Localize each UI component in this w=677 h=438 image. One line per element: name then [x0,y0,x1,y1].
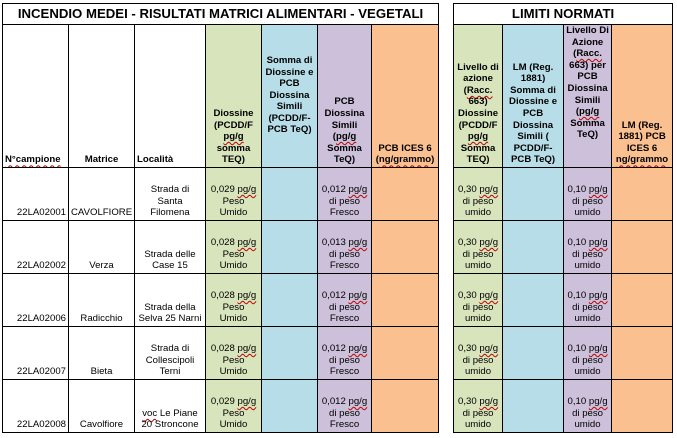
cell-pcb-ices [370,326,440,380]
cell-somma [261,167,318,221]
cell-lim-diossine: 0,30 pg/g di peso umido [453,273,504,327]
gap-cell [438,379,455,433]
cell-lim-pcb-dl: 0,10 pg/g di peso umido [563,167,613,221]
gap-cell [438,167,455,221]
cell-lim-diossine: 0,30 pg/g di peso umido [453,220,504,274]
cell-localita: Strada di Collescipoli Terni [134,326,206,380]
cell-localita: Strada delle Case 15 [134,220,206,274]
header-lim-somma: LM (Reg. 1881) Somma di Diossine e PCB D… [502,24,565,168]
cell-somma [261,273,318,327]
header-matrice: Matrice [68,24,135,168]
table-row: 22LA02002 Verza Strada delle Case 15 0,028 … [2,220,674,274]
cell-matrice: Cavolfiore [68,379,135,433]
cell-lim-ices [611,220,674,274]
cell-campione: 22LA02006 [2,273,69,327]
cell-pcb-dl: 0,012 pg/g di peso Fresco [317,167,372,221]
cell-diossine: 0,028 pg/g Peso Umido [205,273,262,327]
cell-diossine: 0,028 pg/g Peso Umido [205,220,262,274]
gap-cell [438,3,455,25]
cell-matrice: Verza [68,220,135,274]
cell-lim-somma [502,273,565,327]
gap-cell [438,326,455,380]
header-pcb-dl: PCB Diossina Simili (pg/g Somma TeQ) [317,24,372,168]
cell-campione: 22LA02001 [2,167,69,221]
header-pcb-ices: PCB ICES 6 (ng/grammo) [370,24,440,168]
cell-lim-somma [502,167,565,221]
header-lim-diossine: Livello di azione (Racc. 663) Diossine (… [453,24,504,168]
cell-lim-diossine: 0,30 pg/g di peso umido [453,379,504,433]
header-localita: Località [134,24,206,168]
header-campione: N°campione [2,24,69,168]
cell-pcb-ices [370,167,440,221]
cell-lim-ices [611,379,674,433]
cell-lim-somma [502,220,565,274]
cell-lim-somma [502,326,565,380]
results-table: INCENDIO MEDEI - RISULTATI MATRICI ALIME… [1,3,674,433]
table-row: 22LA02006 Radicchio Strada della Selva 25 … [2,273,674,327]
cell-pcb-dl: 0,012 pg/g di peso Fresco [317,273,372,327]
header-diossine: Diossine (PCDD/F pg/g somma TEQ) [205,24,262,168]
cell-lim-diossine: 0,30 pg/g di peso umido [453,326,504,380]
header-lim-ices: LM (Reg. 1881) PCB ICES 6 ng/grammo [611,24,674,168]
cell-diossine: 0,029 pg/g Peso Umido [205,167,262,221]
cell-lim-ices [611,326,674,380]
table-row: 22LA02007 Bieta Strada di Collescipoli Ter… [2,326,674,380]
cell-localita: Strada di Santa Filomena [134,167,206,221]
cell-lim-diossine: 0,30 pg/g di peso umido [453,167,504,221]
cell-matrice: Radicchio [68,273,135,327]
cell-campione: 22LA02002 [2,220,69,274]
gap-cell [438,24,455,168]
cell-lim-pcb-dl: 0,10 pg/g di peso umido [563,326,613,380]
cell-somma [261,326,318,380]
cell-lim-pcb-dl: 0,10 pg/g di peso umido [563,220,613,274]
cell-diossine: 0,029 pg/g Peso Umido [205,379,262,433]
cell-matrice: CAVOLFIORE [68,167,135,221]
cell-pcb-dl: 0,012 pg/g di peso Fresco [317,326,372,380]
main-title: INCENDIO MEDEI - RISULTATI MATRICI ALIME… [1,3,440,25]
header-row: N°campione Matrice Località Diossine (PC… [2,24,674,168]
limits-title: LIMITI NORMATI [453,3,674,25]
cell-campione: 22LA02008 [2,379,69,433]
cell-pcb-ices [370,273,440,327]
cell-localita: Strada della Selva 25 Narni [134,273,206,327]
cell-localita: voc Le Piane 20 Stroncone [134,379,206,433]
cell-diossine: 0,028 pg/g Peso Umido [205,326,262,380]
gap-cell [438,220,455,274]
cell-pcb-ices [370,220,440,274]
table-row: 22LA02001 CAVOLFIORE Strada di Santa Filom… [2,167,674,221]
cell-matrice: Bieta [68,326,135,380]
header-lim-pcb-dl: Livello Di Azione (Racc. 663) per PCB Di… [563,24,613,168]
cell-lim-somma [502,379,565,433]
cell-pcb-dl: 0,012 pg/g di peso Fresco [317,379,372,433]
cell-lim-pcb-dl: 0,10 pg/g di peso umido [563,379,613,433]
header-somma: Somma di Diossine e PCB Diossina Simili … [261,24,318,168]
cell-pcb-dl: 0,013 pg/g di peso Fresco [317,220,372,274]
table-row: 22LA02008 Cavolfiore voc Le Piane 20 Stron… [2,379,674,433]
title-row: INCENDIO MEDEI - RISULTATI MATRICI ALIME… [1,3,674,25]
cell-lim-ices [611,273,674,327]
cell-somma [261,379,318,433]
cell-campione: 22LA02007 [2,326,69,380]
gap-cell [438,273,455,327]
cell-lim-pcb-dl: 0,10 pg/g di peso umido [563,273,613,327]
cell-lim-ices [611,167,674,221]
cell-pcb-ices [370,379,440,433]
cell-somma [261,220,318,274]
